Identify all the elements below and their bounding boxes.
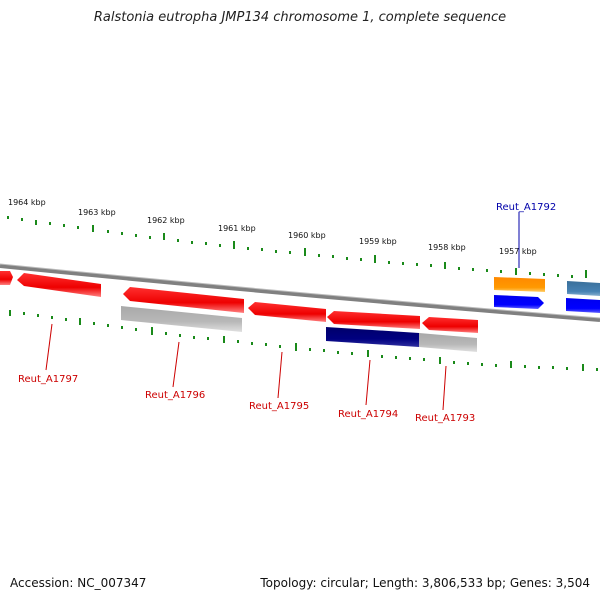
- feature-steel[interactable]: [567, 281, 600, 296]
- genome-summary: Topology: circular; Length: 3,806,533 bp…: [260, 576, 590, 590]
- feature-orange[interactable]: [494, 277, 545, 292]
- scale-label-1959: 1959 kbp: [359, 237, 397, 246]
- gene-arrow-reut-a1796[interactable]: [123, 287, 244, 313]
- scale-label-1958: 1958 kbp: [428, 243, 466, 252]
- lower-ticks: [9, 310, 598, 371]
- accession-label: Accession: NC_007347: [10, 576, 147, 590]
- feature-gray-1[interactable]: [121, 306, 242, 332]
- gene-label-reut-a1797[interactable]: Reut_A1797: [18, 374, 78, 385]
- gene-arrow-right-edge[interactable]: [566, 298, 600, 313]
- gene-label-reut-a1795[interactable]: Reut_A1795: [249, 401, 309, 412]
- label-leaders: [45, 212, 520, 411]
- chromosome-backbone: [0, 264, 600, 322]
- scale-label-1964: 1964 kbp: [8, 198, 46, 207]
- gene-arrow-reut-a1795[interactable]: [248, 302, 326, 322]
- gene-arrow-reut-a1794[interactable]: [327, 311, 420, 329]
- gene-arrow-left-edge[interactable]: [0, 271, 13, 285]
- upper-ticks: [7, 216, 587, 278]
- gene-arrow-reut-a1793[interactable]: [422, 317, 478, 333]
- scale-label-1961: 1961 kbp: [218, 224, 256, 233]
- gene-label-reut-a1794[interactable]: Reut_A1794: [338, 409, 398, 420]
- gene-label-reut-a1793[interactable]: Reut_A1793: [415, 413, 475, 424]
- scale-label-1962: 1962 kbp: [147, 216, 185, 225]
- scale-label-1960: 1960 kbp: [288, 231, 326, 240]
- gene-label-reut-a1792[interactable]: Reut_A1792: [496, 202, 556, 213]
- map-title: Ralstonia eutropha JMP134 chromosome 1, …: [93, 10, 507, 25]
- gene-arrow-reut-a1792[interactable]: [494, 295, 544, 309]
- gene-features: [0, 271, 600, 352]
- gene-arrow-reut-a1797[interactable]: [17, 273, 101, 297]
- scale-label-1957: 1957 kbp: [499, 247, 537, 256]
- gene-label-reut-a1796[interactable]: Reut_A1796: [145, 390, 205, 401]
- scale-label-1963: 1963 kbp: [78, 208, 116, 217]
- feature-gray-2[interactable]: [419, 333, 477, 352]
- feature-navy[interactable]: [326, 327, 419, 347]
